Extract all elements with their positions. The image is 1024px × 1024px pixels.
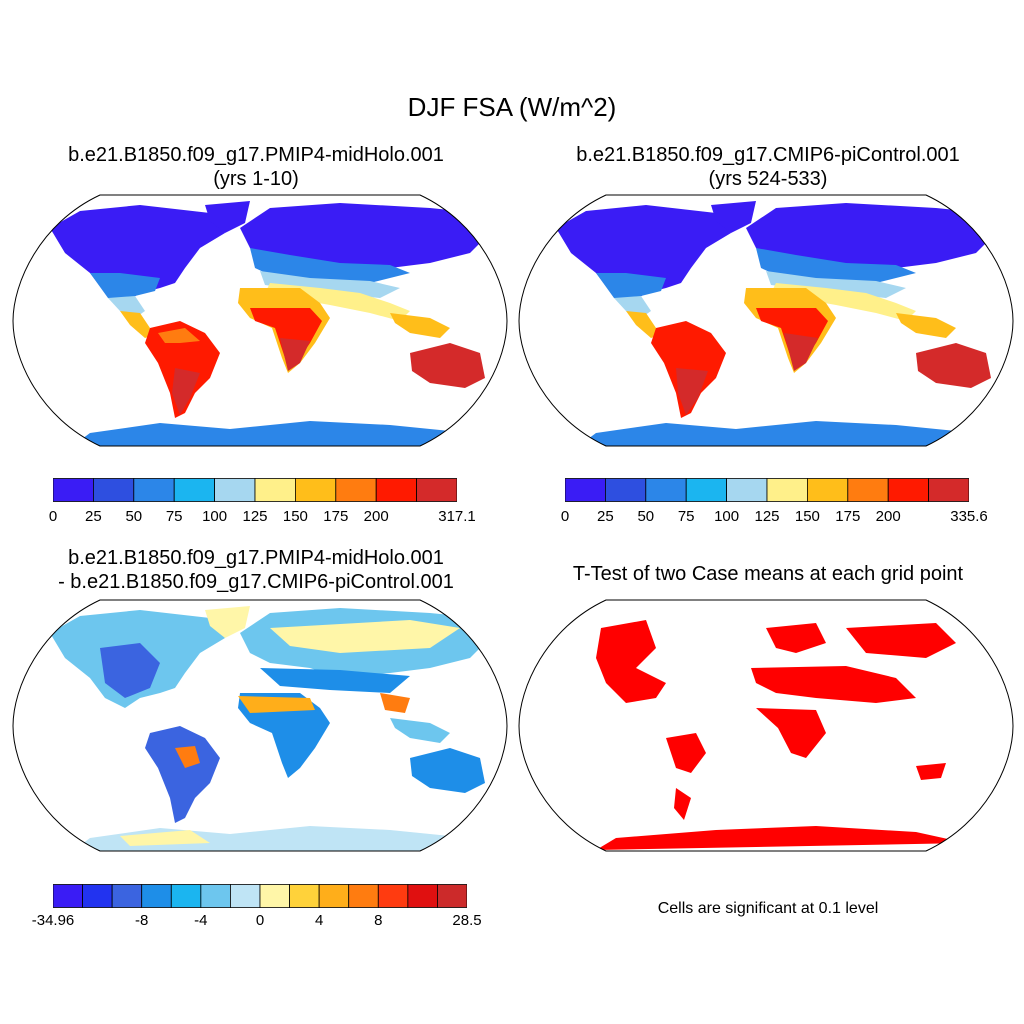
map-bottom-right	[518, 599, 1014, 852]
panel-title-line1: b.e21.B1850.f09_g17.PMIP4-midHolo.001	[68, 144, 444, 166]
colorbar-swatch	[200, 884, 231, 908]
colorbar-swatch	[259, 884, 290, 908]
colorbar-swatch	[806, 478, 849, 502]
colorbar-label: 125	[242, 508, 268, 525]
panel-title-line2: (yrs 1-10)	[213, 168, 299, 190]
colorbar-swatch	[416, 478, 458, 502]
colorbar-swatches	[564, 478, 970, 502]
colorbar-label: 50	[125, 508, 143, 525]
colorbar-label: 100	[714, 508, 740, 525]
colorbar-swatch	[348, 884, 379, 908]
panel-title-top-right: b.e21.B1850.f09_g17.CMIP6-piControl.001 …	[512, 143, 1024, 191]
panel-title-line1: b.e21.B1850.f09_g17.PMIP4-midHolo.001	[68, 547, 444, 569]
colorbar-label: 175	[835, 508, 861, 525]
panel-title-line1: b.e21.B1850.f09_g17.CMIP6-piControl.001	[576, 144, 960, 166]
colorbar-swatch	[111, 884, 143, 908]
colorbar-label: -34.96	[31, 912, 75, 929]
colorbar-swatch	[52, 478, 94, 502]
colorbar-label: 317.1	[438, 508, 476, 525]
colorbar-top-right-labels: 0 25 50 75 100 125 150 175 200 335.6	[561, 508, 988, 528]
colorbar-swatch	[564, 478, 606, 502]
map-bottom-left	[12, 599, 508, 852]
colorbar-top-left-labels: 0 25 50 75 100 125 150 175 200 317.1	[49, 508, 476, 528]
colorbar-label: 125	[754, 508, 780, 525]
colorbar-swatch	[928, 478, 970, 502]
map-top-left	[12, 194, 508, 447]
colorbar-swatch	[685, 478, 727, 502]
colorbar-label: 28.5	[452, 912, 482, 929]
colorbar-swatch	[254, 478, 296, 502]
colorbar-label: 0	[255, 912, 265, 929]
colorbar-swatch	[437, 884, 468, 908]
colorbar-label: 150	[282, 508, 308, 525]
colorbar-label: 100	[202, 508, 228, 525]
significance-note: Cells are significant at 0.1 level	[657, 900, 879, 917]
colorbar-swatch	[887, 478, 930, 502]
colorbar-top-left	[52, 478, 458, 502]
colorbar-label: 175	[323, 508, 349, 525]
colorbar-label: 0	[48, 508, 58, 525]
colorbar-label: -8	[135, 912, 149, 929]
colorbar-swatch	[766, 478, 808, 502]
colorbar-label: 335.6	[950, 508, 988, 525]
colorbar-label: 25	[85, 508, 102, 525]
colorbar-bottom-left	[52, 884, 468, 908]
panel-title-bottom-right: T-Test of two Case means at each grid po…	[572, 563, 964, 585]
colorbar-label: -4	[194, 912, 208, 929]
colorbar-label: 200	[363, 508, 389, 525]
colorbar-label: 75	[165, 508, 183, 525]
panel-title-bottom-left: b.e21.B1850.f09_g17.PMIP4-midHolo.001 - …	[0, 546, 512, 594]
colorbar-swatch	[93, 478, 135, 502]
colorbar-swatch	[318, 884, 350, 908]
colorbar-label: 200	[875, 508, 901, 525]
colorbar-swatches	[52, 884, 468, 908]
colorbar-label: 150	[794, 508, 820, 525]
colorbar-swatch	[141, 884, 172, 908]
colorbar-swatch	[407, 884, 438, 908]
colorbar-swatch	[645, 478, 687, 502]
colorbar-top-right	[564, 478, 970, 502]
panel-title-top-left: b.e21.B1850.f09_g17.PMIP4-midHolo.001 (y…	[0, 143, 512, 191]
colorbar-label: 4	[314, 912, 324, 929]
colorbar-swatch	[230, 884, 261, 908]
map-top-right	[518, 194, 1014, 447]
colorbar-label: 75	[677, 508, 695, 525]
colorbar-swatch	[605, 478, 647, 502]
colorbar-swatch	[726, 478, 768, 502]
colorbar-label: 25	[597, 508, 614, 525]
colorbar-swatch	[82, 884, 113, 908]
colorbar-swatch	[170, 884, 202, 908]
colorbar-swatch	[173, 478, 215, 502]
colorbar-swatch	[52, 884, 83, 908]
panel-title-line2: (yrs 524-533)	[708, 168, 828, 190]
colorbar-swatch	[335, 478, 377, 502]
panel-title-line2: - b.e21.B1850.f09_g17.CMIP6-piControl.00…	[58, 571, 454, 593]
colorbar-swatch	[289, 884, 320, 908]
colorbar-swatch	[375, 478, 418, 502]
colorbar-swatch	[847, 478, 889, 502]
colorbar-bottom-left-labels: -34.96 -8 -4 0 4 8 28.5	[32, 912, 482, 932]
colorbar-label: 50	[637, 508, 655, 525]
colorbar-swatch	[377, 884, 409, 908]
colorbar-swatch	[214, 478, 256, 502]
colorbar-swatches	[52, 478, 458, 502]
colorbar-label: 8	[374, 912, 383, 929]
colorbar-swatch	[133, 478, 175, 502]
figure-title: DJF FSA (W/m^2)	[407, 92, 617, 122]
colorbar-swatch	[294, 478, 337, 502]
colorbar-label: 0	[560, 508, 570, 525]
